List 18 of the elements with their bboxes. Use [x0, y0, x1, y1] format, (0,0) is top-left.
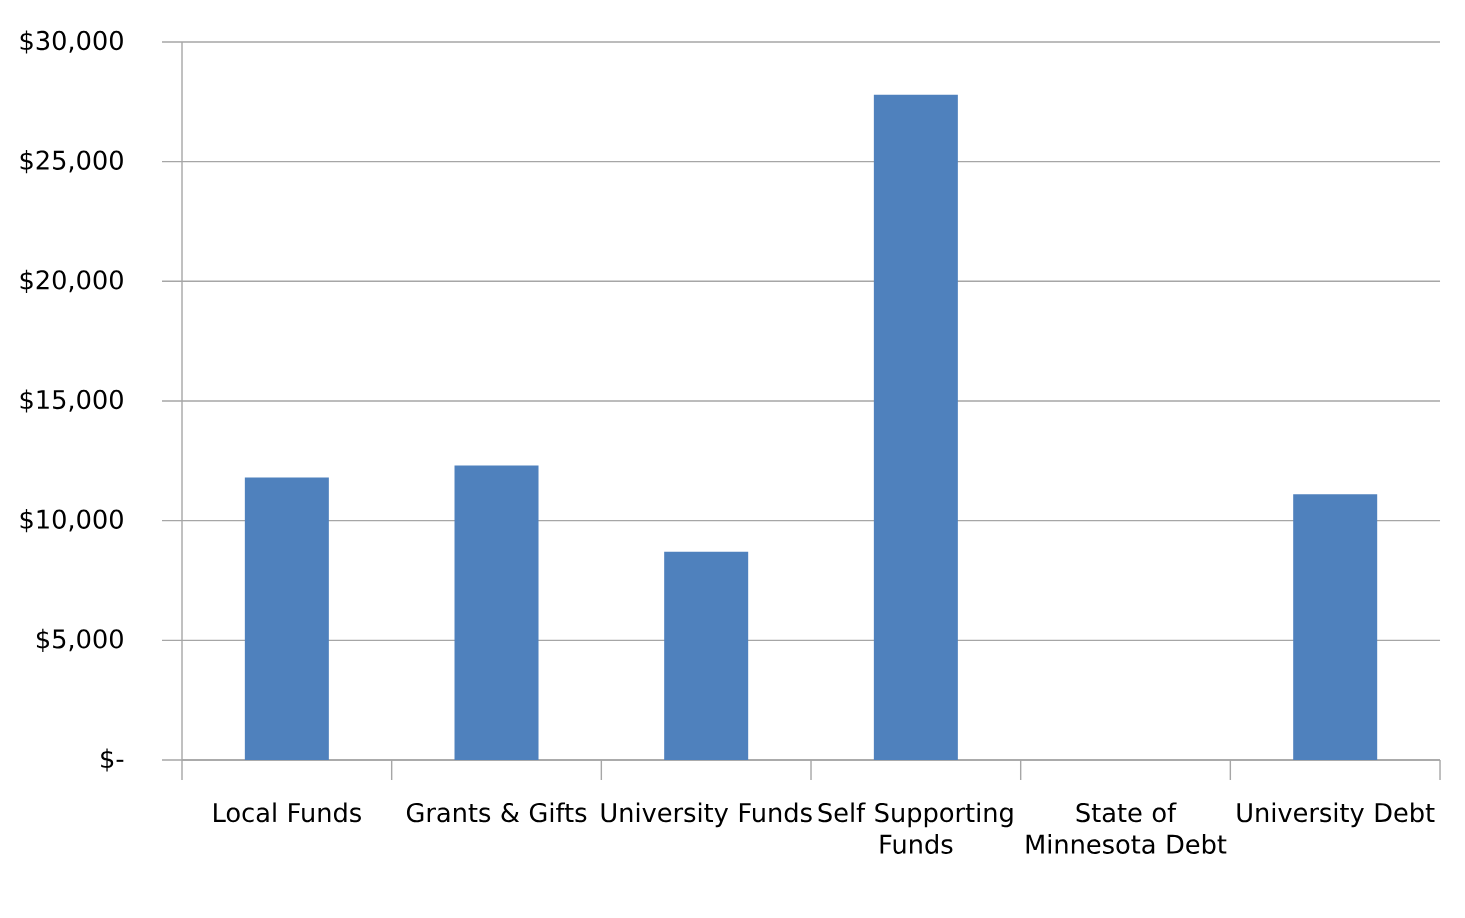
y-tick-label: $20,000 — [20, 269, 123, 293]
y-tick-label: $25,000 — [20, 150, 123, 174]
x-tick-label: Grants & Gifts — [406, 802, 587, 823]
x-tick-label: Local Funds — [214, 802, 361, 823]
bar — [664, 551, 749, 760]
x-tick-label: University Funds — [601, 802, 812, 828]
bar — [873, 94, 958, 760]
x-tick-label: State of Minnesota Debt — [1026, 802, 1227, 854]
y-tick-label: $30,000 — [20, 30, 123, 54]
bar — [454, 465, 539, 760]
x-tick-label: Self Supporting Funds — [818, 802, 1013, 854]
y-tick-label: $- — [101, 748, 124, 772]
y-tick-label: $10,000 — [20, 509, 123, 533]
y-tick-label: $5,000 — [36, 628, 123, 652]
y-tick-label: $15,000 — [20, 389, 123, 413]
bar — [1293, 494, 1378, 760]
x-tick-label: University Debt — [1237, 802, 1435, 828]
bar — [244, 477, 329, 760]
